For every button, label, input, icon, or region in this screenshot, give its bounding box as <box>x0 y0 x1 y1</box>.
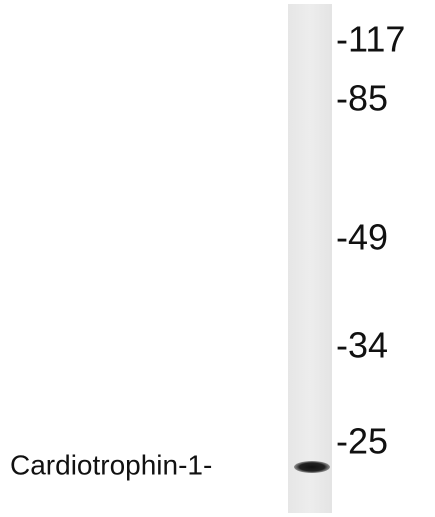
band-label: Cardiotrophin-1- <box>10 449 212 480</box>
gel-lane <box>288 4 332 513</box>
marker-label: -85 <box>336 78 388 119</box>
marker-label: -49 <box>336 217 388 258</box>
western-blot: -117 -85 -49 -34 -25 Cardiotrophin-1- <box>0 0 435 517</box>
marker-label: -117 <box>336 19 405 60</box>
protein-band <box>294 461 330 473</box>
marker-label: -34 <box>336 325 388 366</box>
page: -117 -85 -49 -34 -25 Cardiotrophin-1- ((… <box>0 0 435 517</box>
marker-label: -25 <box>336 421 388 462</box>
